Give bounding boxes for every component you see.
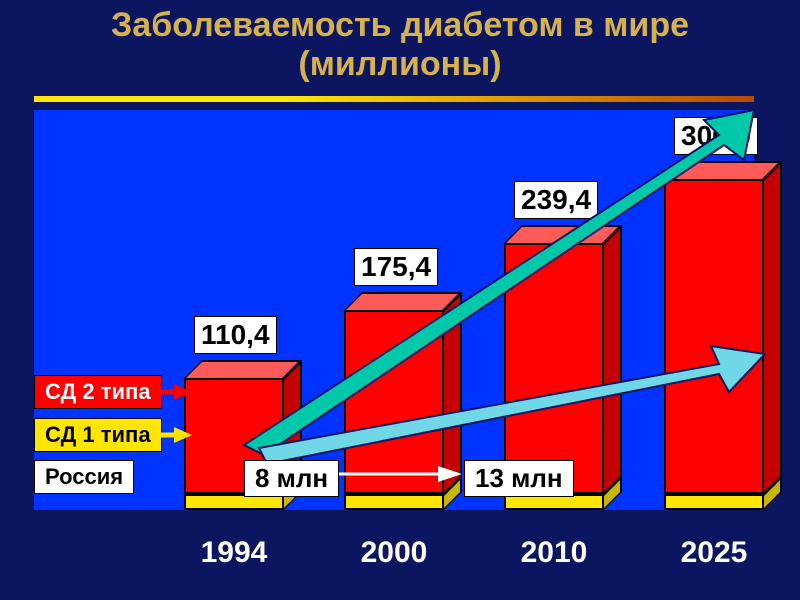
year-label-2000: 2000 [314,536,474,570]
arrow-type2-icon [152,382,192,402]
year-label-2025: 2025 [634,536,794,570]
russia-value-1: 13 млн [464,460,574,497]
year-label-1994: 1994 [154,536,314,570]
chart-area: 110,4175,4239,4300,0 СД 2 типа СД 1 типа… [34,110,754,570]
arrow-trend-shallow-icon [259,330,769,470]
arrow-type1-icon [152,425,192,445]
legend-type2-label: СД 2 типа [45,379,151,404]
legend-russia-label: Россия [45,464,123,489]
legend-type2: СД 2 типа [34,375,162,409]
slide-title: Заболеваемость диабетом в мире (миллионы… [0,6,800,84]
legend-russia: Россия [34,460,134,494]
year-label-2010: 2010 [474,536,634,570]
legend-type1-label: СД 1 типа [45,422,151,447]
slide-stage: Заболеваемость диабетом в мире (миллионы… [0,0,800,600]
russia-value-0: 8 млн [244,460,339,497]
legend-type1: СД 1 типа [34,418,162,452]
